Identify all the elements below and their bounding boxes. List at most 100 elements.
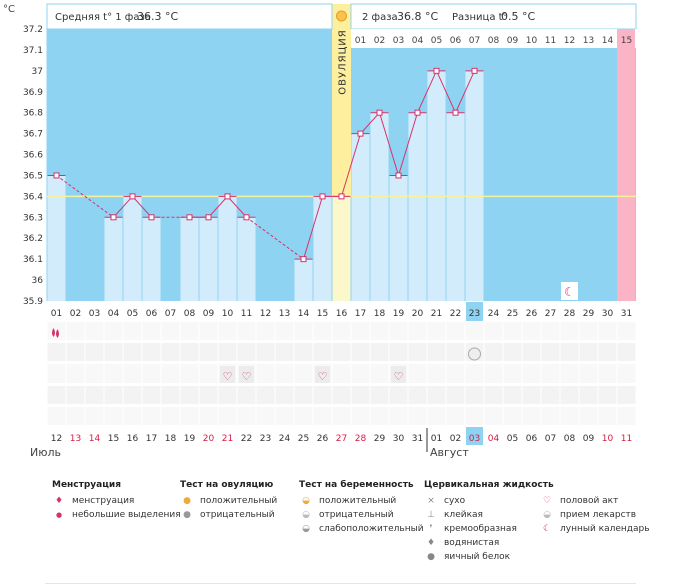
temperature-bar-day-18 bbox=[370, 112, 389, 301]
event-cell-r4-d17 bbox=[351, 407, 370, 425]
cycle-day-16: 16 bbox=[336, 309, 348, 319]
legend-item-pregnancy-negative: ◒ отрицательный bbox=[299, 508, 424, 522]
intercourse-icon-day-11: ♡ bbox=[242, 370, 252, 383]
event-cell-r1-d25 bbox=[503, 343, 522, 361]
calendar-date-24: 04 bbox=[488, 434, 500, 444]
phase2-day-09: 09 bbox=[507, 36, 519, 46]
intercourse-icon-day-10: ♡ bbox=[223, 370, 233, 383]
diff-label: Разница t° bbox=[452, 12, 508, 23]
calendar-date-12: 23 bbox=[260, 434, 271, 444]
temperature-point-day-14 bbox=[300, 256, 307, 263]
temperature-bar-day-20 bbox=[408, 112, 427, 301]
event-cell-r0-d5 bbox=[123, 322, 142, 340]
intercourse-cell-day-15 bbox=[315, 366, 330, 383]
event-cell-r1-d13 bbox=[275, 343, 294, 361]
event-cell-r0-d13 bbox=[275, 322, 294, 340]
event-cell-r3-d19 bbox=[389, 386, 408, 404]
y-tick-36.4: 36.4 bbox=[23, 192, 43, 202]
legend-item-intercourse: ♡ половой акт bbox=[540, 494, 650, 508]
cycle-day-28: 28 bbox=[564, 309, 576, 319]
event-cell-r4-d2 bbox=[66, 407, 85, 425]
event-cell-r0-d20 bbox=[408, 322, 427, 340]
temperature-bar-day-6 bbox=[142, 217, 161, 301]
calendar-date-2: 13 bbox=[70, 434, 81, 444]
cycle-day-08: 08 bbox=[184, 309, 196, 319]
event-cell-r3-d27 bbox=[541, 386, 560, 404]
event-cell-r3-d14 bbox=[294, 386, 313, 404]
sun-negative-icon: ● bbox=[183, 510, 191, 520]
phase2-day-row bbox=[351, 29, 636, 48]
legend-item-watery: ♦ водянистая bbox=[424, 536, 554, 550]
sun-positive-icon: ● bbox=[183, 496, 191, 506]
event-cell-r1-d9 bbox=[199, 343, 218, 361]
temperature-point-day-5 bbox=[129, 193, 136, 200]
temperature-bar-day-22 bbox=[446, 112, 465, 301]
event-cell-r1-d14 bbox=[294, 343, 313, 361]
cycle-day-20: 20 bbox=[412, 309, 424, 319]
event-cell-r4-d8 bbox=[180, 407, 199, 425]
event-cell-r3-d18 bbox=[370, 386, 389, 404]
cycle-day-07: 07 bbox=[165, 309, 176, 319]
phase2-day-10: 10 bbox=[526, 36, 538, 46]
cycle-day-24: 24 bbox=[488, 309, 500, 319]
ovulation-label: ОВУЛЯЦИЯ bbox=[338, 29, 349, 95]
cycle-day-13: 13 bbox=[279, 309, 290, 319]
event-cell-r3-d30 bbox=[598, 386, 617, 404]
event-cell-r1-d30 bbox=[598, 343, 617, 361]
event-cell-r0-d1 bbox=[47, 322, 66, 340]
cycle-day-27: 27 bbox=[545, 309, 556, 319]
intercourse-cell-day-11 bbox=[239, 366, 254, 383]
event-cell-r1-d12 bbox=[256, 343, 275, 361]
temperature-point-day-22 bbox=[452, 109, 459, 116]
event-cell-r4-d29 bbox=[579, 407, 598, 425]
event-cell-r2-d24 bbox=[484, 364, 503, 383]
event-cell-r1-d1 bbox=[47, 343, 66, 361]
event-cell-r1-d2 bbox=[66, 343, 85, 361]
phase2-day-07: 07 bbox=[469, 36, 480, 46]
y-tick-37.2: 37.2 bbox=[23, 25, 43, 35]
temperature-line-segment-10-11 bbox=[227, 196, 247, 218]
event-cell-r4-d9 bbox=[199, 407, 218, 425]
temperature-line-segment-14-15 bbox=[303, 196, 323, 260]
event-cell-r0-d14 bbox=[294, 322, 313, 340]
calendar-date-13: 24 bbox=[279, 434, 291, 444]
event-cell-r2-d28 bbox=[560, 364, 579, 383]
event-cell-r3-d4 bbox=[104, 386, 123, 404]
y-tick-36: 36 bbox=[32, 276, 44, 286]
temperature-point-day-4 bbox=[110, 214, 117, 221]
cycle-day-31: 31 bbox=[621, 309, 632, 319]
cycle-day-09: 09 bbox=[203, 309, 215, 319]
event-cell-r4-d5 bbox=[123, 407, 142, 425]
cycle-day-05: 05 bbox=[127, 309, 138, 319]
calendar-date-15: 26 bbox=[317, 434, 329, 444]
event-cell-r0-d10 bbox=[218, 322, 237, 340]
event-cell-r1-d18 bbox=[370, 343, 389, 361]
event-cell-r3-d26 bbox=[522, 386, 541, 404]
event-cell-r2-d20 bbox=[408, 364, 427, 383]
event-cell-r1-d4 bbox=[104, 343, 123, 361]
cycle-day-02: 02 bbox=[70, 309, 81, 319]
temperature-line-segment-18-19 bbox=[379, 112, 399, 176]
intercourse-icon-day-15: ♡ bbox=[318, 370, 328, 383]
calendar-date-19: 30 bbox=[393, 434, 405, 444]
temperature-bar-day-4 bbox=[104, 217, 123, 301]
legend-menstruation-title: Менструация bbox=[52, 480, 121, 490]
event-cell-r3-d10 bbox=[218, 386, 237, 404]
event-cell-r0-d3 bbox=[85, 322, 104, 340]
event-cell-r0-d6 bbox=[142, 322, 161, 340]
event-cell-r3-d7 bbox=[161, 386, 180, 404]
phase2-day-01: 01 bbox=[355, 36, 366, 46]
event-cell-r2-d14 bbox=[294, 364, 313, 383]
event-cell-r2-d9 bbox=[199, 364, 218, 383]
event-cell-r0-d12 bbox=[256, 322, 275, 340]
event-cell-r4-d14 bbox=[294, 407, 313, 425]
event-cell-r1-d19 bbox=[389, 343, 408, 361]
bottom-divider bbox=[45, 583, 636, 584]
event-cell-r3-d25 bbox=[503, 386, 522, 404]
event-cell-r4-d19 bbox=[389, 407, 408, 425]
temperature-bar-day-23 bbox=[465, 70, 484, 301]
legend-item-ovulation-positive: ● положительный bbox=[180, 494, 277, 508]
temperature-point-day-17 bbox=[357, 130, 364, 137]
event-cell-r2-d23 bbox=[465, 364, 484, 383]
temperature-line-segment-21-22 bbox=[436, 70, 456, 113]
